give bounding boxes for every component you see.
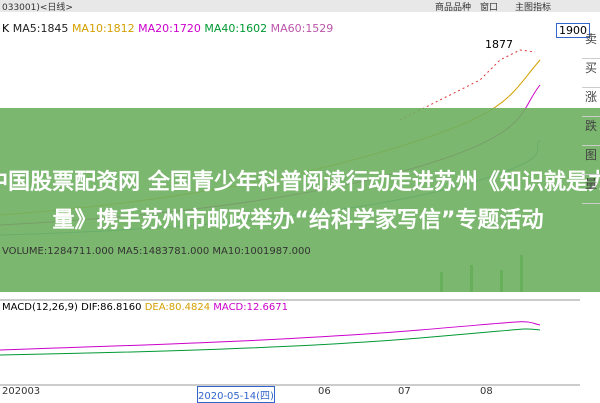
date: 07 [398,386,411,397]
panel-label: K [2,22,10,35]
macd-label: MACD(12,26,9) [2,302,78,313]
date: 202003 [2,386,41,397]
ma: MA10:1812 [71,22,135,35]
side-buttons: 卖 买 涨 跌 图 量 [582,30,600,204]
indicator-row: K MA5:1845 MA10:1812 MA20:1720 MA40:1602… [2,22,333,35]
macd-row: MACD(12,26,9) DIF:86.8160 DEA:80.4824 MA… [2,302,288,313]
macd: MACD:12.6671 [213,302,288,313]
dea: DEA:80.4824 [144,302,211,313]
date: 08 [480,386,493,397]
side-button[interactable]: 涨 [582,88,600,117]
banner: 中国股票配资网 全国青少年科普阅读行动走进苏州《知识就是力量》携手苏州市邮政举办… [0,108,600,292]
dif: DIF:86.8160 [81,302,142,313]
menu-item[interactable]: 主图指标 [515,3,552,13]
side-button[interactable]: 跌 [582,117,600,146]
ma: MA5:1845 [12,22,69,35]
ma: MA20:1720 [138,22,201,35]
menu-item[interactable]: 窗口 [480,3,499,13]
side-button[interactable]: 卖 [582,30,600,59]
peak-label: 1877 [485,38,513,51]
stock-code: 033001)<日线> [2,3,73,13]
side-button[interactable]: 图 [582,146,600,175]
date-cursor: 2020-05-14(四) [197,386,275,403]
volume-text: VOLUME:1284711.000 MA5:1483781.000 MA10:… [2,246,311,257]
ma: MA40:1602 [204,22,268,35]
headline: 中国股票配资网 全国青少年科普阅读行动走进苏州《知识就是力量》携手苏州市邮政举办… [0,170,600,233]
side-button[interactable]: 量 [582,175,600,204]
date: 06 [318,386,331,397]
toolbar: 033001)<日线> 商品品种 窗口 主图指标 [0,0,600,13]
side-button[interactable]: 买 [582,59,600,88]
price-box: 1900 [556,23,590,38]
menu-item[interactable]: 商品品种 [435,3,472,13]
time-axis: 202003 2020-05-14(四) 06 07 08 [0,386,580,403]
ma: MA60:1529 [270,22,334,35]
